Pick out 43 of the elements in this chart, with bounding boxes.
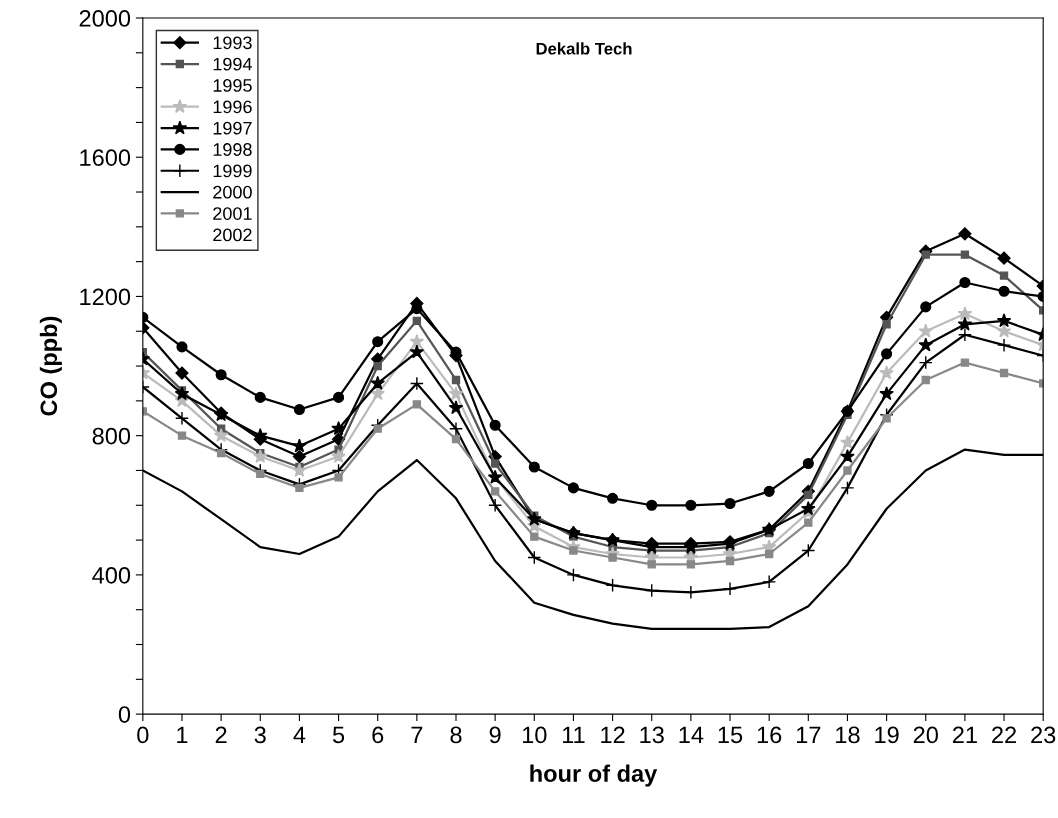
y-tick-label: 400	[92, 566, 131, 584]
legend-label: 2000	[213, 185, 252, 199]
x-tick-label: 9	[489, 726, 501, 744]
x-tick-label: 18	[836, 726, 860, 744]
y-axis-title: CO (ppb)	[39, 316, 62, 416]
x-tick-label: 4	[293, 726, 306, 744]
y-tick-label: 2000	[79, 10, 131, 27]
x-tick-label: 15	[718, 726, 743, 744]
legend-label: 1994	[213, 57, 252, 71]
text: 1995	[213, 79, 252, 92]
legend-label: 2001	[213, 207, 252, 220]
x-tick-label: 8	[450, 726, 462, 744]
legend-label: 1996	[213, 100, 252, 114]
x-tick-label: 5	[332, 726, 345, 744]
text: 2002	[213, 228, 252, 242]
x-tick-label: 10	[522, 726, 547, 744]
x-tick-label: 6	[372, 726, 384, 744]
legend-label: 1999	[213, 164, 252, 178]
x-tick-label: 3	[254, 726, 266, 744]
x-tick-label: 16	[757, 726, 782, 744]
x-tick-label: 11	[562, 726, 585, 744]
x-tick-label: 21	[952, 726, 977, 744]
x-tick-label: 17	[796, 726, 821, 744]
legend-label: 1993	[213, 36, 252, 50]
y-tick-label: 800	[92, 427, 131, 445]
y-tick-label: 1200	[80, 288, 131, 306]
legend-label: 1997	[213, 121, 252, 135]
x-tick-label: 13	[640, 726, 664, 744]
x-tick-label: 22	[992, 726, 1016, 744]
legend-label: 1998	[213, 143, 252, 156]
x-tick-label: 23	[1031, 726, 1056, 744]
x-tick-label: 0	[137, 726, 149, 744]
x-tick-label: 2	[215, 726, 227, 744]
x-tick-label: 19	[875, 726, 899, 744]
x-tick-label: 12	[601, 726, 625, 744]
y-tick-label: 0	[118, 706, 131, 723]
x-tick-label: 1	[177, 726, 188, 744]
y-tick-label: 1600	[80, 149, 131, 167]
x-tick-label: 14	[679, 726, 704, 744]
x-tick-label: 20	[913, 726, 938, 744]
x-tick-label: 7	[411, 726, 423, 744]
annotation: Dekalb Tech	[536, 42, 632, 55]
x-axis-title: hour of day	[530, 764, 658, 787]
